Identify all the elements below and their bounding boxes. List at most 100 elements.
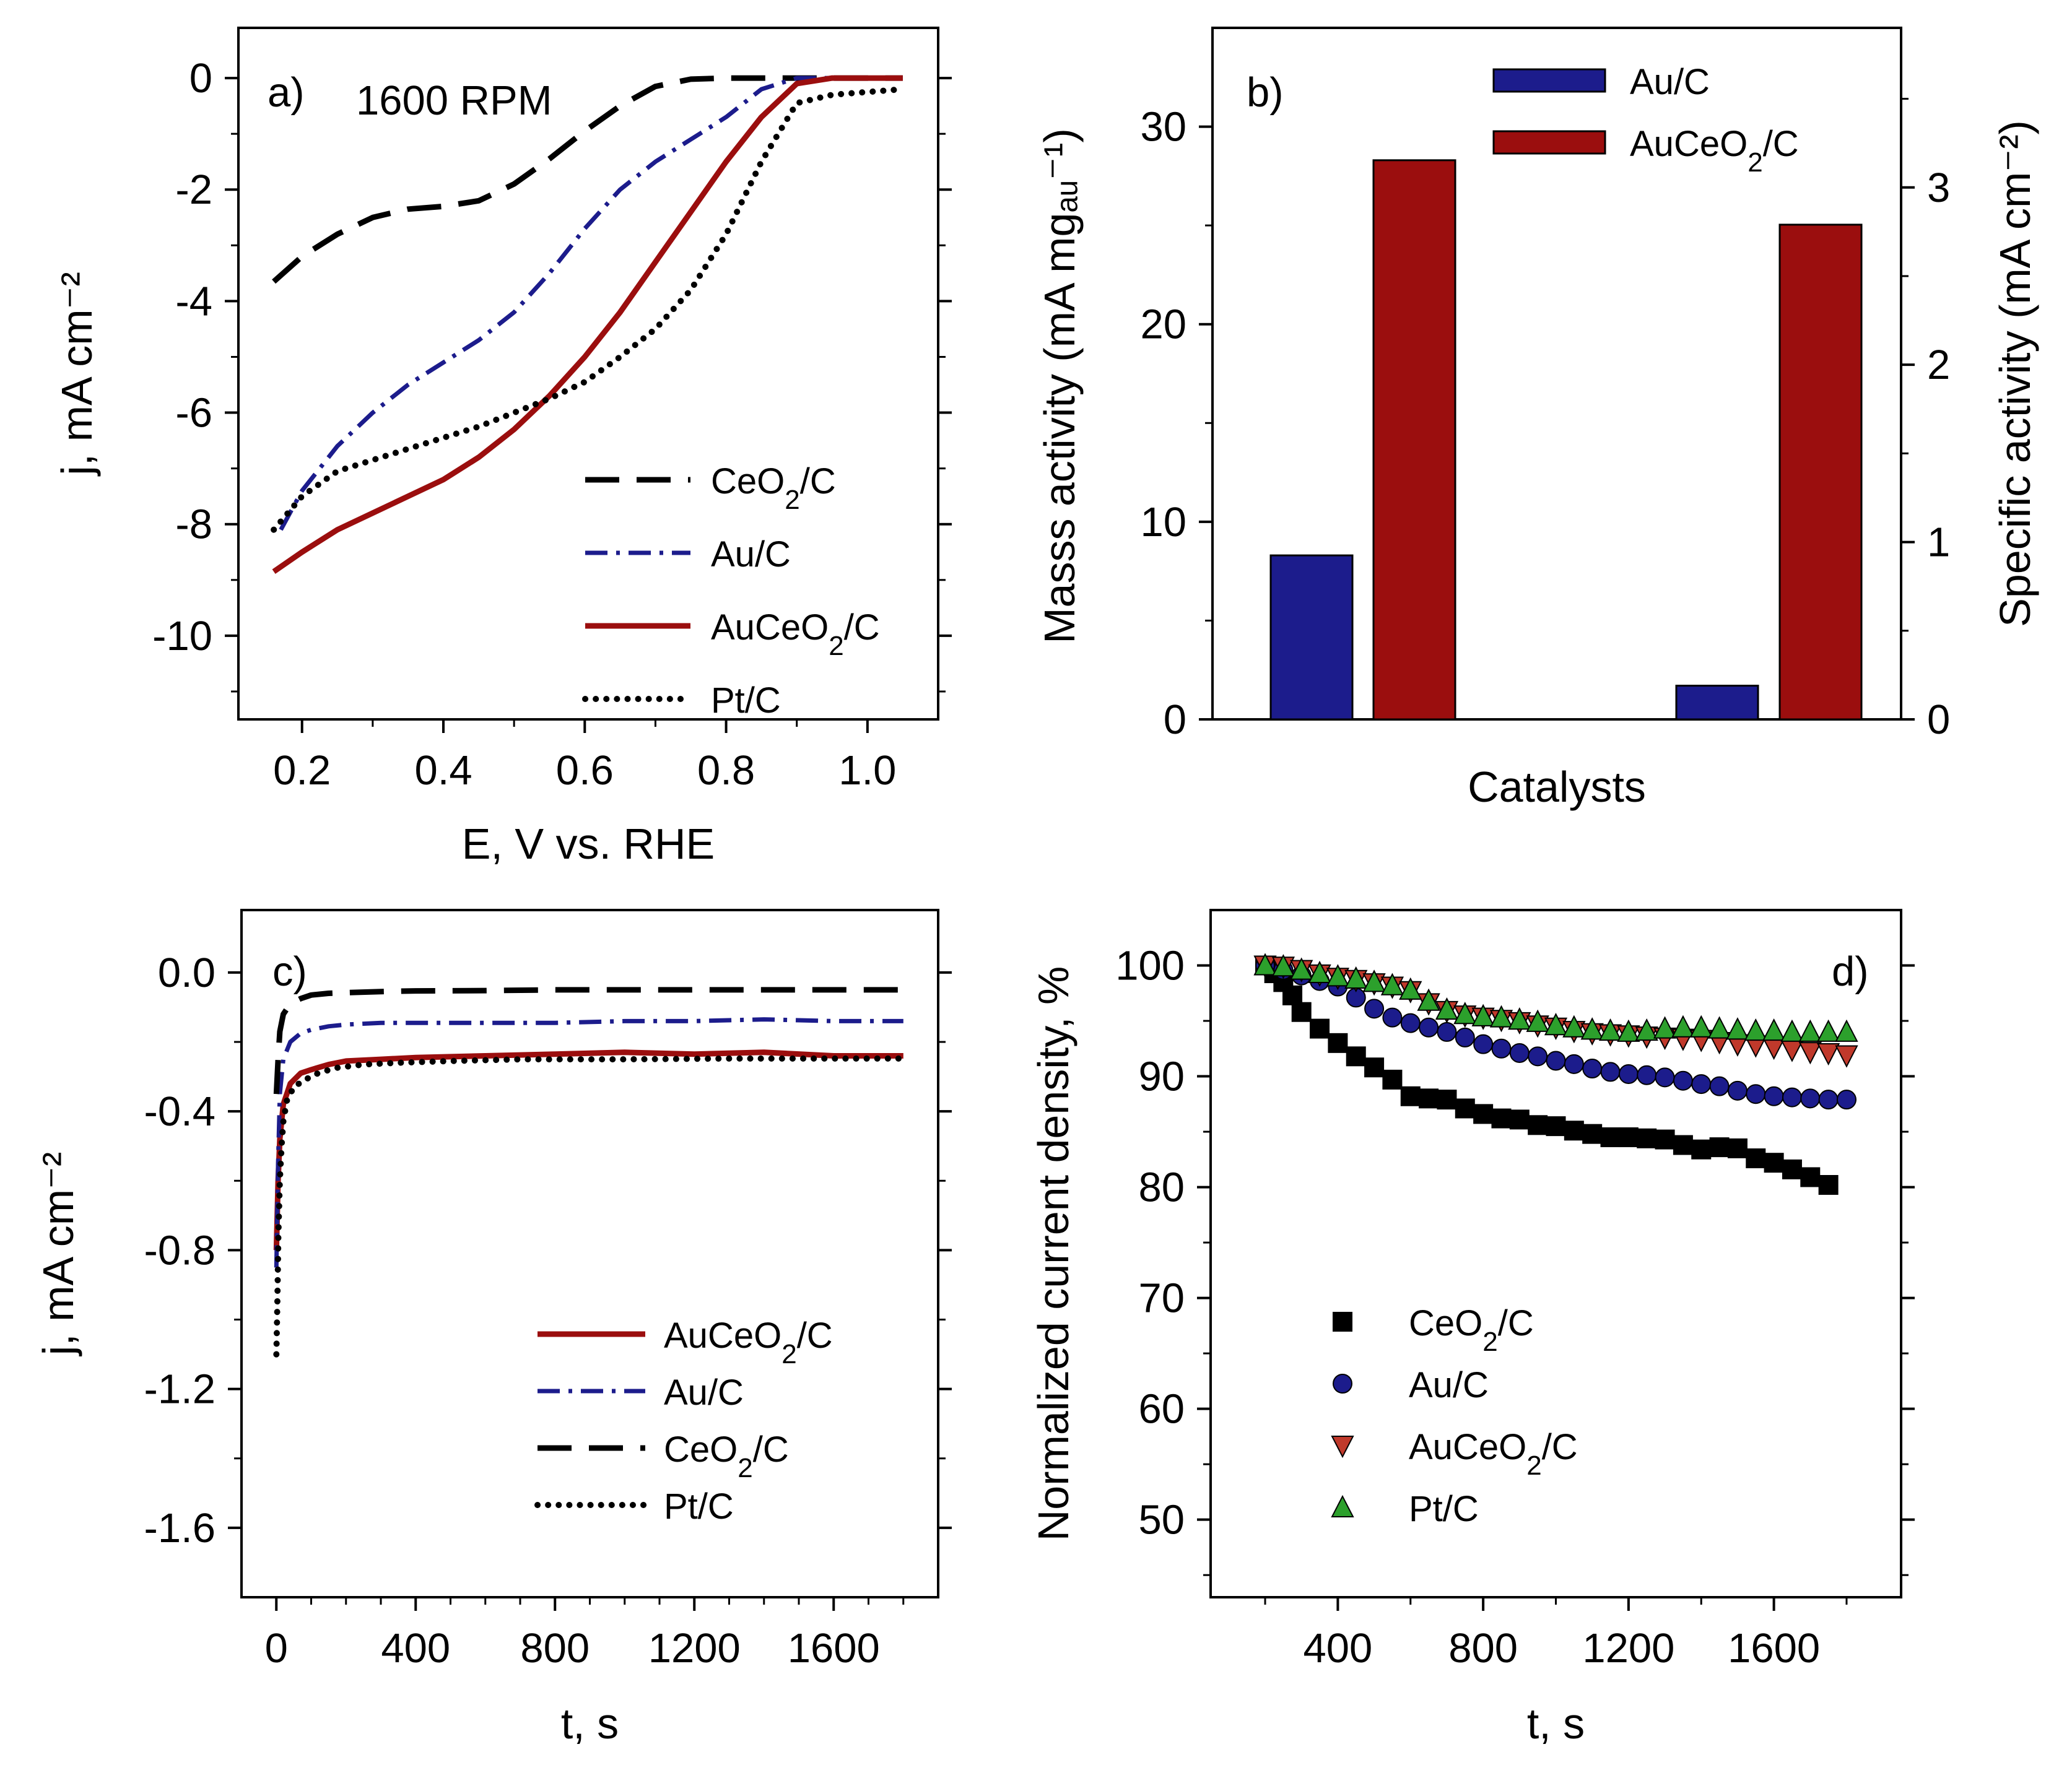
- panel-d-point-1: [1546, 1051, 1566, 1071]
- panel-d-point-3: [1380, 973, 1404, 995]
- panel-b-xlabel: Catalysts: [1468, 763, 1646, 811]
- panel-d-point-3: [1453, 1002, 1477, 1025]
- panel-d-point-1: [1473, 1034, 1494, 1054]
- panel-a-xtick-label: 0.6: [556, 747, 614, 794]
- panel-d-legend-key-1: [1333, 1374, 1352, 1394]
- panel-b-ytick-right-label: 2: [1927, 342, 1950, 388]
- panel-c-xtick-label: 400: [381, 1625, 450, 1672]
- panel-a: 0 -2 -4 -6 -8 -10 0.2 0.4 0.6 0.8 1.0 a) 1600 RPM E, …: [53, 27, 952, 868]
- panel-c-legend-label-1: Au/C: [664, 1373, 744, 1413]
- panel-a-legend-label-1: Au/C: [711, 534, 791, 575]
- panel-d-point-1: [1600, 1062, 1621, 1082]
- panel-d-point-0: [1491, 1108, 1512, 1129]
- panel-d-ytick-label: 90: [1138, 1054, 1185, 1100]
- panel-d-point-1: [1836, 1090, 1857, 1110]
- panel-d-point-1: [1400, 1013, 1421, 1033]
- panel-d-point-2: [1816, 1043, 1840, 1066]
- panel-a-ytick-label: 0: [189, 55, 212, 102]
- panel-a-series-3: [271, 86, 906, 533]
- panel-d-point-1: [1491, 1038, 1512, 1059]
- panel-d-point-0: [1364, 1057, 1385, 1078]
- panel-d-ytick-label: 50: [1138, 1497, 1185, 1543]
- panel-d-point-3: [1471, 1004, 1495, 1026]
- panel-c-series-0: [273, 1049, 903, 1251]
- panel-d-legend-label-3: Pt/C: [1409, 1489, 1479, 1529]
- panel-d-point-3: [1290, 957, 1313, 980]
- panel-d-point-0: [1637, 1128, 1657, 1148]
- panel-c-ytick-label: -0.4: [144, 1088, 215, 1135]
- panel-c-ylabel: j, mA cm⁻²: [34, 1152, 82, 1357]
- panel-d-label: d): [1832, 948, 1869, 995]
- panel-d-point-1: [1382, 1007, 1403, 1028]
- panel-d-xtick-label: 400: [1303, 1625, 1372, 1672]
- panel-d-xtick-label: 1600: [1728, 1625, 1820, 1672]
- panel-d-ytick-label: 70: [1138, 1275, 1185, 1322]
- panel-d-point-3: [1489, 1005, 1513, 1028]
- panel-d-point-3: [1399, 977, 1422, 1000]
- panel-d-xtick-label: 800: [1448, 1625, 1518, 1672]
- panel-d-point-3: [1344, 966, 1368, 989]
- panel-b-ylabel-right: Specific activity (mA cm⁻²): [1991, 120, 2039, 627]
- panel-d-point-1: [1582, 1059, 1603, 1079]
- panel-c-xtick-label: 1200: [648, 1625, 741, 1672]
- panel-d-point-1: [1637, 1065, 1657, 1085]
- panel-d-point-0: [1618, 1127, 1639, 1148]
- panel-d-point-0: [1400, 1086, 1421, 1106]
- panel-c-ytick-label: 0.0: [158, 950, 215, 996]
- panel-d-point-0: [1564, 1121, 1584, 1141]
- panel-d-xtick-label: 1200: [1582, 1625, 1674, 1672]
- panel-d-point-3: [1253, 953, 1277, 976]
- panel-d-point-0: [1600, 1127, 1621, 1148]
- panel-d-point-0: [1709, 1137, 1730, 1158]
- panel-a-annotation: 1600 RPM: [356, 77, 552, 124]
- panel-c-xtick-label: 1600: [788, 1625, 880, 1672]
- panel-d-point-0: [1764, 1153, 1784, 1173]
- panel-d-point-3: [1635, 1018, 1658, 1041]
- panel-b-bar-0-0: [1269, 554, 1354, 721]
- panel-c-label: c): [272, 948, 307, 995]
- panel-d-point-3: [1816, 1019, 1840, 1042]
- panel-d-point-1: [1455, 1027, 1475, 1047]
- panel-d-point-3: [1598, 1018, 1622, 1041]
- panel-d-point-1: [1437, 1021, 1457, 1042]
- panel-d-point-0: [1546, 1116, 1566, 1137]
- panel-d-point-3: [1580, 1017, 1604, 1040]
- panel-d-point-3: [1508, 1007, 1531, 1030]
- panel-d-point-1: [1818, 1090, 1839, 1110]
- panel-b-legend-label-0: Au/C: [1630, 62, 1710, 102]
- panel-d-point-1: [1618, 1064, 1639, 1084]
- panel-c: 0.0 -0.4 -0.8 -1.2 -1.6 0 400 800 1200 1600 c) t, s…: [34, 909, 952, 1748]
- panel-d-point-3: [1326, 964, 1350, 987]
- panel-b-label: b): [1247, 69, 1284, 116]
- panel-d-ylabel: Normalized current density, %: [1029, 966, 1077, 1542]
- panel-b-ylabel: Masss activity (mA mgₐᵤ⁻¹): [1035, 128, 1084, 644]
- panel-d-point-0: [1673, 1135, 1693, 1155]
- panel-b-bar-1-0: [1675, 685, 1759, 721]
- panel-d-point-1: [1673, 1070, 1693, 1091]
- panel-d-legend-key-0: [1333, 1312, 1352, 1332]
- panel-d-point-0: [1746, 1148, 1766, 1169]
- panel-d-legend-key-3: [1331, 1494, 1354, 1517]
- panel-d-point-1: [1691, 1074, 1712, 1095]
- panel-a-xtick-label: 0.8: [697, 747, 755, 794]
- panel-d-point-3: [1744, 1018, 1767, 1041]
- panel-c-xtick-label: 800: [520, 1625, 590, 1672]
- panel-d-point-0: [1419, 1088, 1439, 1109]
- panel-d-legend-label-0: CeO2/C: [1409, 1303, 1534, 1357]
- panel-d-point-0: [1782, 1159, 1802, 1179]
- panel-d-point-3: [1271, 954, 1295, 977]
- panel-d-point-0: [1282, 985, 1303, 1005]
- panel-d-point-1: [1782, 1087, 1802, 1108]
- panel-d-point-0: [1291, 1002, 1312, 1022]
- panel-d: 100 90 80 70 60 50 400 800 1200 1600 d) t, s Normali…: [1029, 909, 1915, 1748]
- panel-c-xlabel: t, s: [561, 1699, 619, 1748]
- panel-d-point-3: [1362, 969, 1386, 992]
- panel-d-point-3: [1689, 1015, 1713, 1038]
- panel-b-ytick-right-label: 3: [1927, 165, 1950, 211]
- panel-d-ytick-label: 80: [1138, 1164, 1185, 1211]
- panel-b: 0 10 20 30 0 1 2 3 b) Catalysts Masss activity (mA…: [1035, 27, 2039, 811]
- panel-d-point-3: [1526, 1009, 1549, 1032]
- panel-a-frame: [237, 27, 939, 721]
- panel-a-ytick-label: -2: [175, 167, 212, 213]
